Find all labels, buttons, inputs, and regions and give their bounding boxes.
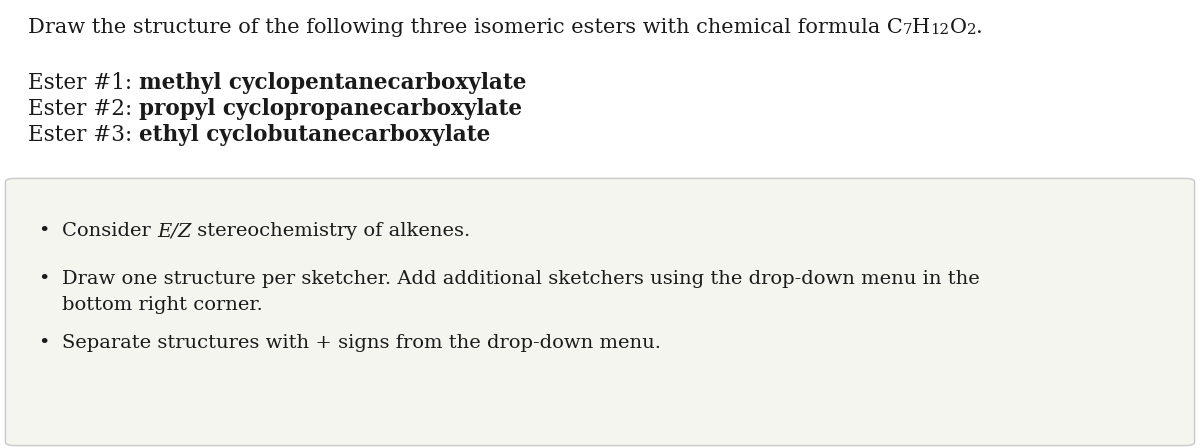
Text: ethyl cyclobutanecarboxylate: ethyl cyclobutanecarboxylate (139, 124, 491, 146)
Text: 12: 12 (930, 23, 949, 37)
Text: Draw the structure of the following three isomeric esters with chemical formula : Draw the structure of the following thre… (28, 18, 902, 37)
Text: propyl cyclopropanecarboxylate: propyl cyclopropanecarboxylate (139, 98, 522, 120)
Text: E/Z: E/Z (157, 222, 191, 240)
Text: Ester #1:: Ester #1: (28, 72, 139, 94)
Text: Draw one structure per sketcher. Add additional sketchers using the drop-down me: Draw one structure per sketcher. Add add… (62, 270, 979, 288)
Text: 7: 7 (902, 23, 912, 37)
Text: Ester #3:: Ester #3: (28, 124, 139, 146)
Text: Consider: Consider (62, 222, 157, 240)
Text: bottom right corner.: bottom right corner. (62, 296, 263, 314)
Text: stereochemistry of alkenes.: stereochemistry of alkenes. (191, 222, 470, 240)
Text: methyl cyclopentanecarboxylate: methyl cyclopentanecarboxylate (139, 72, 527, 94)
Text: O: O (949, 18, 966, 37)
Text: Separate structures with + signs from the drop-down menu.: Separate structures with + signs from th… (62, 334, 661, 352)
Text: .: . (976, 18, 983, 37)
Text: •: • (38, 334, 49, 352)
Text: •: • (38, 270, 49, 288)
Text: Ester #2:: Ester #2: (28, 98, 139, 120)
Text: •: • (38, 222, 49, 240)
Text: H: H (912, 18, 930, 37)
Text: 2: 2 (966, 23, 976, 37)
